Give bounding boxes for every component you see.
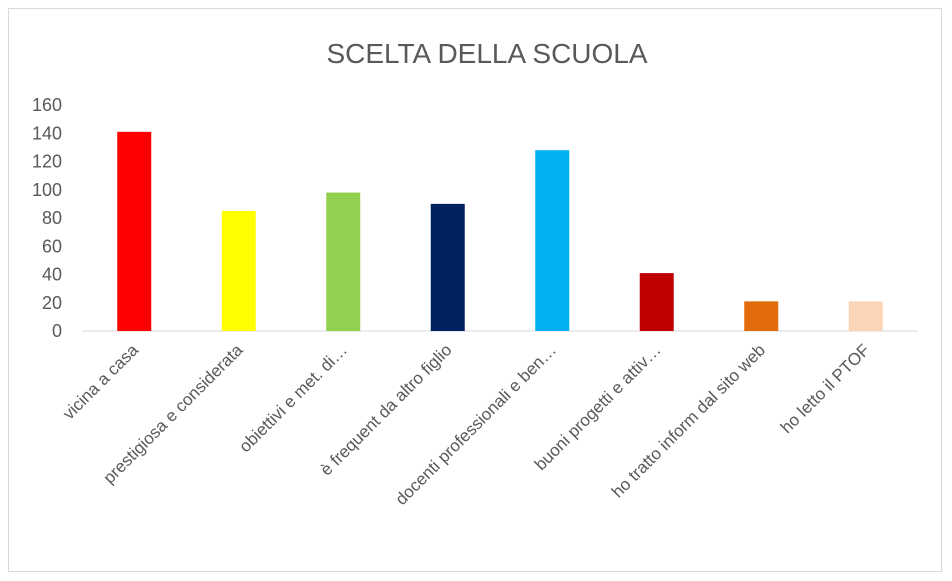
- bar: [535, 150, 570, 331]
- bar: [639, 273, 674, 331]
- bar: [326, 192, 361, 331]
- chart-frame: [8, 8, 942, 572]
- bar: [744, 301, 779, 331]
- bar: [117, 131, 152, 331]
- bars-group: [117, 131, 883, 331]
- y-tick-label: 60: [42, 236, 62, 256]
- axis-group: 0 20 40 60 80 100 120 140 160: [32, 95, 918, 341]
- y-tick-label: 40: [42, 265, 62, 285]
- x-category-label: ho letto il PTOF: [777, 340, 874, 437]
- y-tick-label: 100: [32, 180, 62, 200]
- bar: [430, 203, 465, 331]
- y-tick-label: 120: [32, 152, 62, 172]
- y-tick-label: 0: [52, 321, 62, 341]
- x-category-label: vicina a casa: [59, 340, 142, 423]
- y-tick-label: 80: [42, 208, 62, 228]
- bar: [221, 210, 256, 331]
- bar: [848, 301, 883, 331]
- y-tick-label: 160: [32, 95, 62, 115]
- chart-title: SCELTA DELLA SCUOLA: [326, 38, 647, 69]
- y-tick-label: 20: [42, 293, 62, 313]
- y-tick-label: 140: [32, 123, 62, 143]
- x-category-label: obiettivi e met. di…: [235, 340, 351, 456]
